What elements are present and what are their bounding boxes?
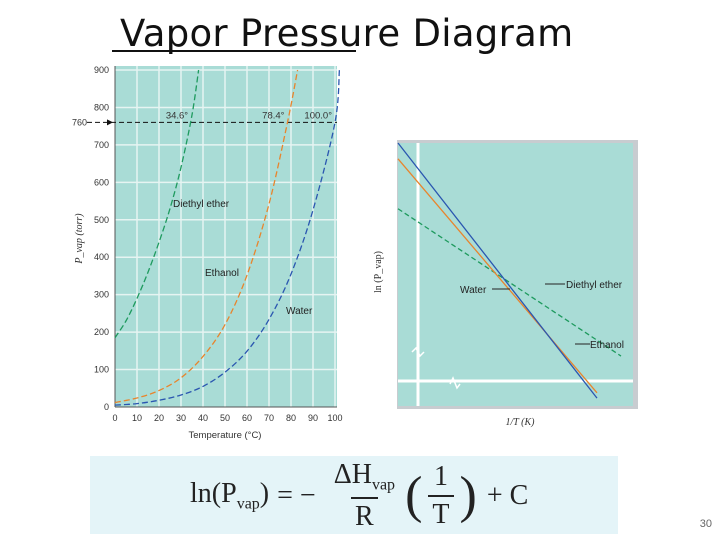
x-axis-break-mark (449, 376, 461, 390)
x-tick-label: 90 (308, 413, 318, 423)
x-axis-title: Temperature (°C) (189, 430, 262, 441)
x-tick-label: 30 (176, 413, 186, 423)
y-tick-label: 200 (94, 327, 109, 337)
y-tick-label: 100 (94, 365, 109, 375)
right-label-ethanol: Ethanol (590, 340, 624, 351)
right-plot-area (398, 143, 633, 406)
right-label-water: Water (460, 285, 487, 296)
equation-fraction-inv-t: 1 T (428, 461, 454, 531)
y-tick-label: 700 (94, 140, 109, 150)
right-x-axis-title: 1/T (K) (506, 417, 536, 428)
y-tick-label: 300 (94, 290, 109, 300)
y-tick-label: 400 (94, 252, 109, 262)
title-underline (112, 50, 356, 52)
y-axis-title: P_vap (torr) (74, 213, 85, 265)
x-tick-label: 20 (154, 413, 164, 423)
curve-diethyl-ether (114, 69, 200, 339)
y-tick-label: 0 (104, 402, 109, 412)
line-ethanol (397, 158, 598, 394)
boiling-point-annotation: 78.4° (262, 110, 284, 121)
boiling-point-annotation: 34.6° (166, 110, 188, 121)
right-y-axis-title: ln (P_vap) (373, 251, 384, 293)
x-tick-label: 0 (112, 413, 117, 423)
line-water (397, 142, 598, 399)
reference-arrow (107, 119, 113, 126)
clausius-clapeyron-equation: ln(Pvap) = − ΔHvap R ( 1 T ) + C (90, 456, 618, 534)
x-tick-label: 100 (327, 413, 342, 423)
right-label-diethyl-ether: Diethyl ether (566, 280, 623, 291)
y-tick-label: 800 (94, 102, 109, 112)
x-tick-label: 80 (286, 413, 296, 423)
equation-fraction-dh: ΔHvap R (333, 459, 396, 532)
equation-paren-open: ( (405, 467, 423, 524)
equation-lhs: ln(Pvap) (190, 478, 270, 513)
curve-ethanol (114, 69, 299, 404)
y-tick-label: 500 (94, 215, 109, 225)
slide-number: 30 (699, 518, 712, 530)
x-tick-label: 40 (198, 413, 208, 423)
equation-paren-close: ) (459, 467, 477, 524)
line-diethyl-ether (397, 208, 622, 357)
x-tick-label: 70 (264, 413, 274, 423)
curve-water (114, 69, 341, 406)
y-tick-label: 900 (94, 65, 109, 75)
y-tick-label: 600 (94, 177, 109, 187)
x-tick-label: 50 (220, 413, 230, 423)
series-label-water: Water (286, 306, 313, 317)
series-label-diethyl-ether: Diethyl ether (173, 199, 230, 210)
boiling-point-annotation: 100.0° (304, 110, 332, 121)
x-tick-label: 10 (132, 413, 142, 423)
y-axis-break-mark (411, 346, 425, 358)
x-tick-label: 60 (242, 413, 252, 423)
series-label-ethanol: Ethanol (205, 268, 239, 279)
equation-constant: + C (486, 480, 529, 511)
reference-line-label: 760 (72, 117, 87, 127)
slide-title: Vapor Pressure Diagram (120, 12, 574, 55)
equation-equals: = − (277, 480, 316, 511)
